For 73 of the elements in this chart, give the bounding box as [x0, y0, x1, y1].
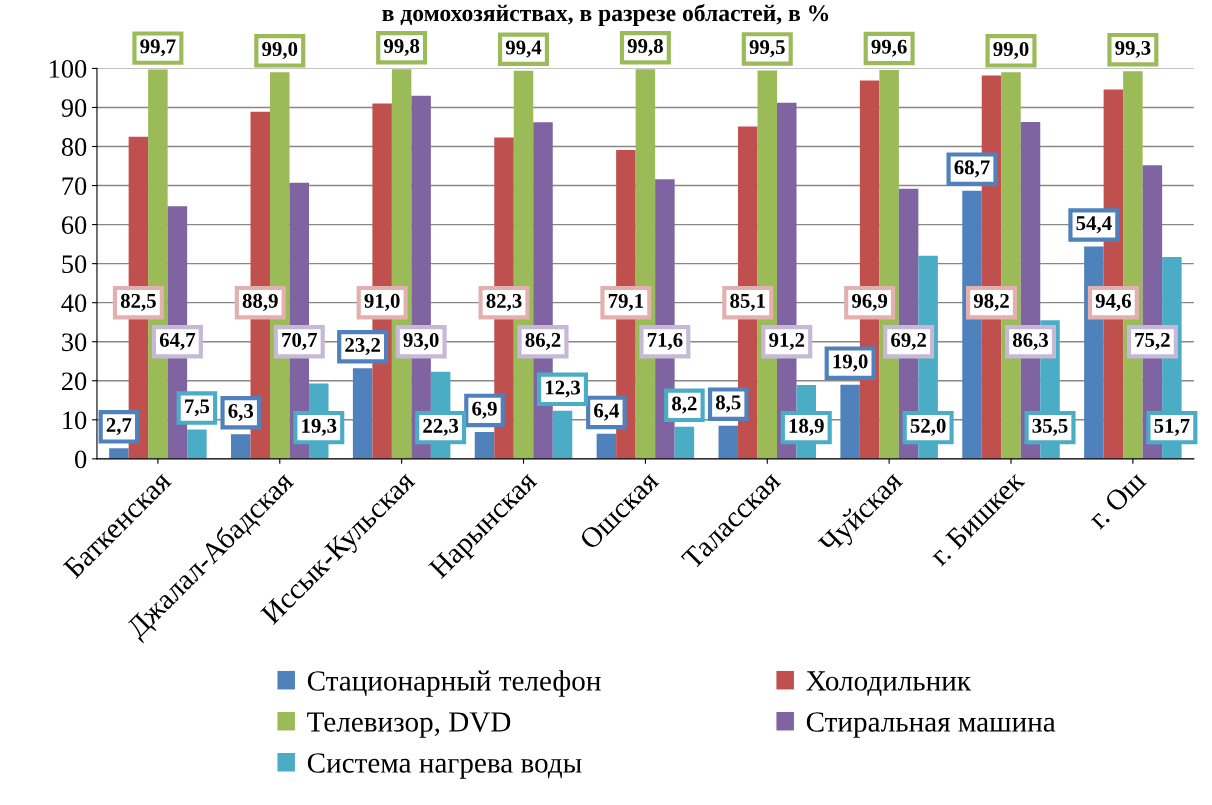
bar: [231, 434, 251, 459]
y-tick-label: 30: [62, 333, 87, 352]
bar: [187, 429, 207, 459]
legend-label: Система нагрева воды: [307, 753, 582, 779]
data-label: 99,5: [749, 40, 785, 58]
data-label: 7,5: [185, 399, 210, 417]
bar: [552, 410, 573, 459]
data-label: 99,0: [993, 42, 1029, 60]
y-tick-label: 90: [61, 99, 87, 117]
y-tick-label: 100: [49, 60, 87, 78]
legend-label: Стационарный телефон: [307, 670, 601, 697]
bar: [109, 448, 129, 459]
data-label: 8,5: [715, 395, 741, 413]
chart-title: в домохозяйствах, в разрезе областей, в %: [382, 4, 829, 26]
legend-label: Телевизор, DVD: [307, 712, 511, 738]
data-label: 19,0: [833, 354, 868, 372]
data-label: 91,0: [364, 293, 400, 311]
data-label: 79,1: [608, 293, 644, 311]
data-label: 51,7: [1154, 418, 1190, 436]
y-tick-label: 20: [62, 372, 87, 391]
bar: [352, 368, 373, 459]
legend-label: Стиральная машина: [806, 712, 1056, 738]
data-label: 22,3: [423, 418, 459, 436]
data-label: 18,9: [789, 418, 824, 436]
data-label: 99,0: [262, 42, 298, 60]
data-label: 75,2: [1135, 332, 1170, 350]
data-label: 68,7: [954, 160, 990, 178]
y-tick-label: 60: [61, 216, 87, 235]
data-label: 6,4: [594, 403, 620, 421]
data-label: 99,4: [505, 40, 542, 58]
data-label: 70,7: [282, 332, 317, 350]
data-label: 94,6: [1095, 293, 1131, 311]
data-label: 91,2: [769, 332, 805, 350]
data-label: 19,3: [302, 418, 337, 436]
data-label: 35,5: [1032, 418, 1068, 436]
data-label: 99,3: [1115, 40, 1151, 58]
x-tick-label: г. Ош: [1086, 469, 1148, 531]
data-label: 88,9: [242, 293, 278, 311]
y-tick-label: 80: [61, 138, 87, 156]
data-label: 2,7: [106, 418, 132, 436]
data-label: 85,1: [730, 293, 765, 311]
data-label: 8,2: [672, 396, 697, 414]
data-label: 96,9: [851, 293, 888, 311]
data-label: 82,3: [486, 293, 522, 311]
bar: [840, 384, 860, 459]
data-label: 6,9: [472, 401, 497, 419]
data-label: 86,3: [1012, 332, 1049, 350]
y-tick-label: 10: [63, 411, 87, 430]
legend-label: Холодильник: [806, 671, 972, 697]
data-label: 98,2: [973, 293, 1009, 311]
data-label: 23,2: [345, 338, 380, 356]
data-label: 99,6: [871, 39, 907, 57]
data-label: 12,3: [545, 380, 581, 398]
data-label: 99,7: [140, 39, 176, 57]
bar: [718, 425, 739, 459]
y-tick-label: 0: [75, 450, 87, 469]
data-label: 99,8: [383, 38, 420, 56]
bar: [596, 433, 617, 459]
data-label: 99,8: [627, 38, 663, 56]
data-label: 86,2: [525, 332, 561, 350]
data-label: 54,4: [1076, 216, 1112, 234]
data-label: 64,7: [159, 332, 196, 350]
y-tick-label: 50: [62, 255, 87, 274]
data-label: 52,0: [910, 418, 946, 436]
y-tick-label: 70: [62, 177, 87, 195]
data-label: 82,5: [120, 293, 156, 311]
data-label: 6,3: [228, 403, 254, 422]
bar: [474, 431, 495, 459]
data-label: 71,6: [647, 332, 683, 350]
data-label: 93,0: [403, 332, 439, 350]
y-tick-label: 40: [61, 294, 87, 313]
bar: [674, 426, 695, 459]
data-label: 69,2: [891, 332, 926, 350]
